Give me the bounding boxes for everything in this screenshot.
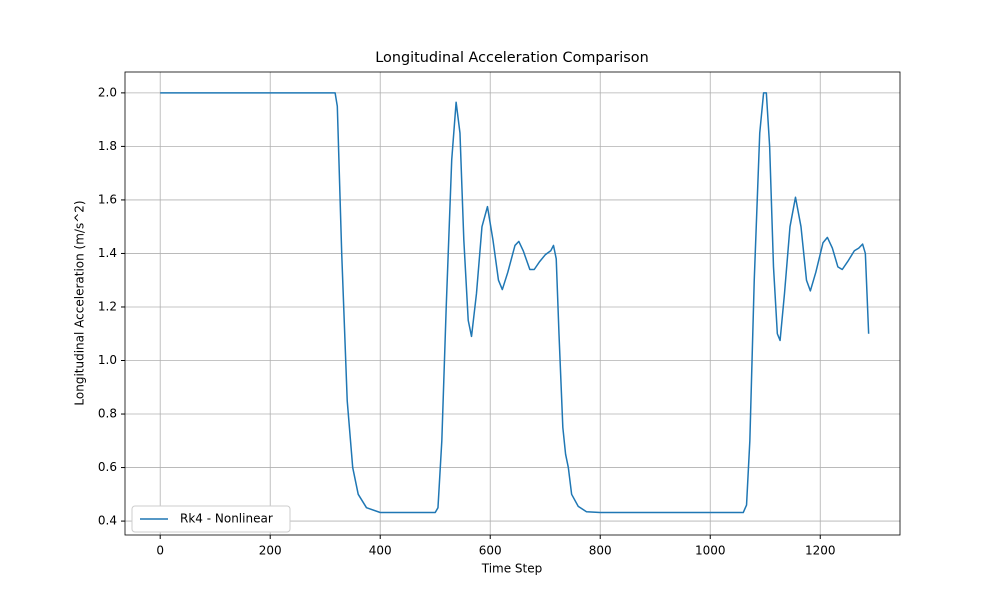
x-tick-label: 1000 [695, 544, 726, 558]
y-tick-label: 1.4 [98, 246, 117, 260]
plot-frame [124, 71, 901, 536]
y-tick-label: 0.8 [98, 407, 117, 421]
x-axis-label: Time Step [481, 562, 543, 576]
y-axis-label: Longitudinal Acceleration (m/s^2) [73, 200, 87, 405]
x-tick-label: 400 [369, 544, 392, 558]
y-tick-label: 1.6 [98, 192, 117, 206]
y-tick-label: 0.6 [98, 460, 117, 474]
y-tick-label: 1.0 [98, 353, 117, 367]
y-tick-label: 2.0 [98, 85, 117, 99]
y-tick-label: 0.4 [98, 514, 117, 528]
chart-title: Longitudinal Acceleration Comparison [375, 50, 648, 66]
y-tick-label: 1.8 [98, 139, 117, 153]
legend: Rk4 - Nonlinear [131, 505, 291, 533]
x-tick-label: 200 [259, 544, 282, 558]
y-tick-label: 1.2 [98, 299, 117, 313]
data-line [160, 92, 870, 514]
x-tick-label: 1200 [805, 544, 836, 558]
x-tick-label: 600 [479, 544, 502, 558]
x-tick-label: 800 [589, 544, 612, 558]
legend-label: Rk4 - Nonlinear [180, 512, 273, 526]
x-tick-label: 0 [156, 544, 164, 558]
legend-box [131, 505, 291, 533]
